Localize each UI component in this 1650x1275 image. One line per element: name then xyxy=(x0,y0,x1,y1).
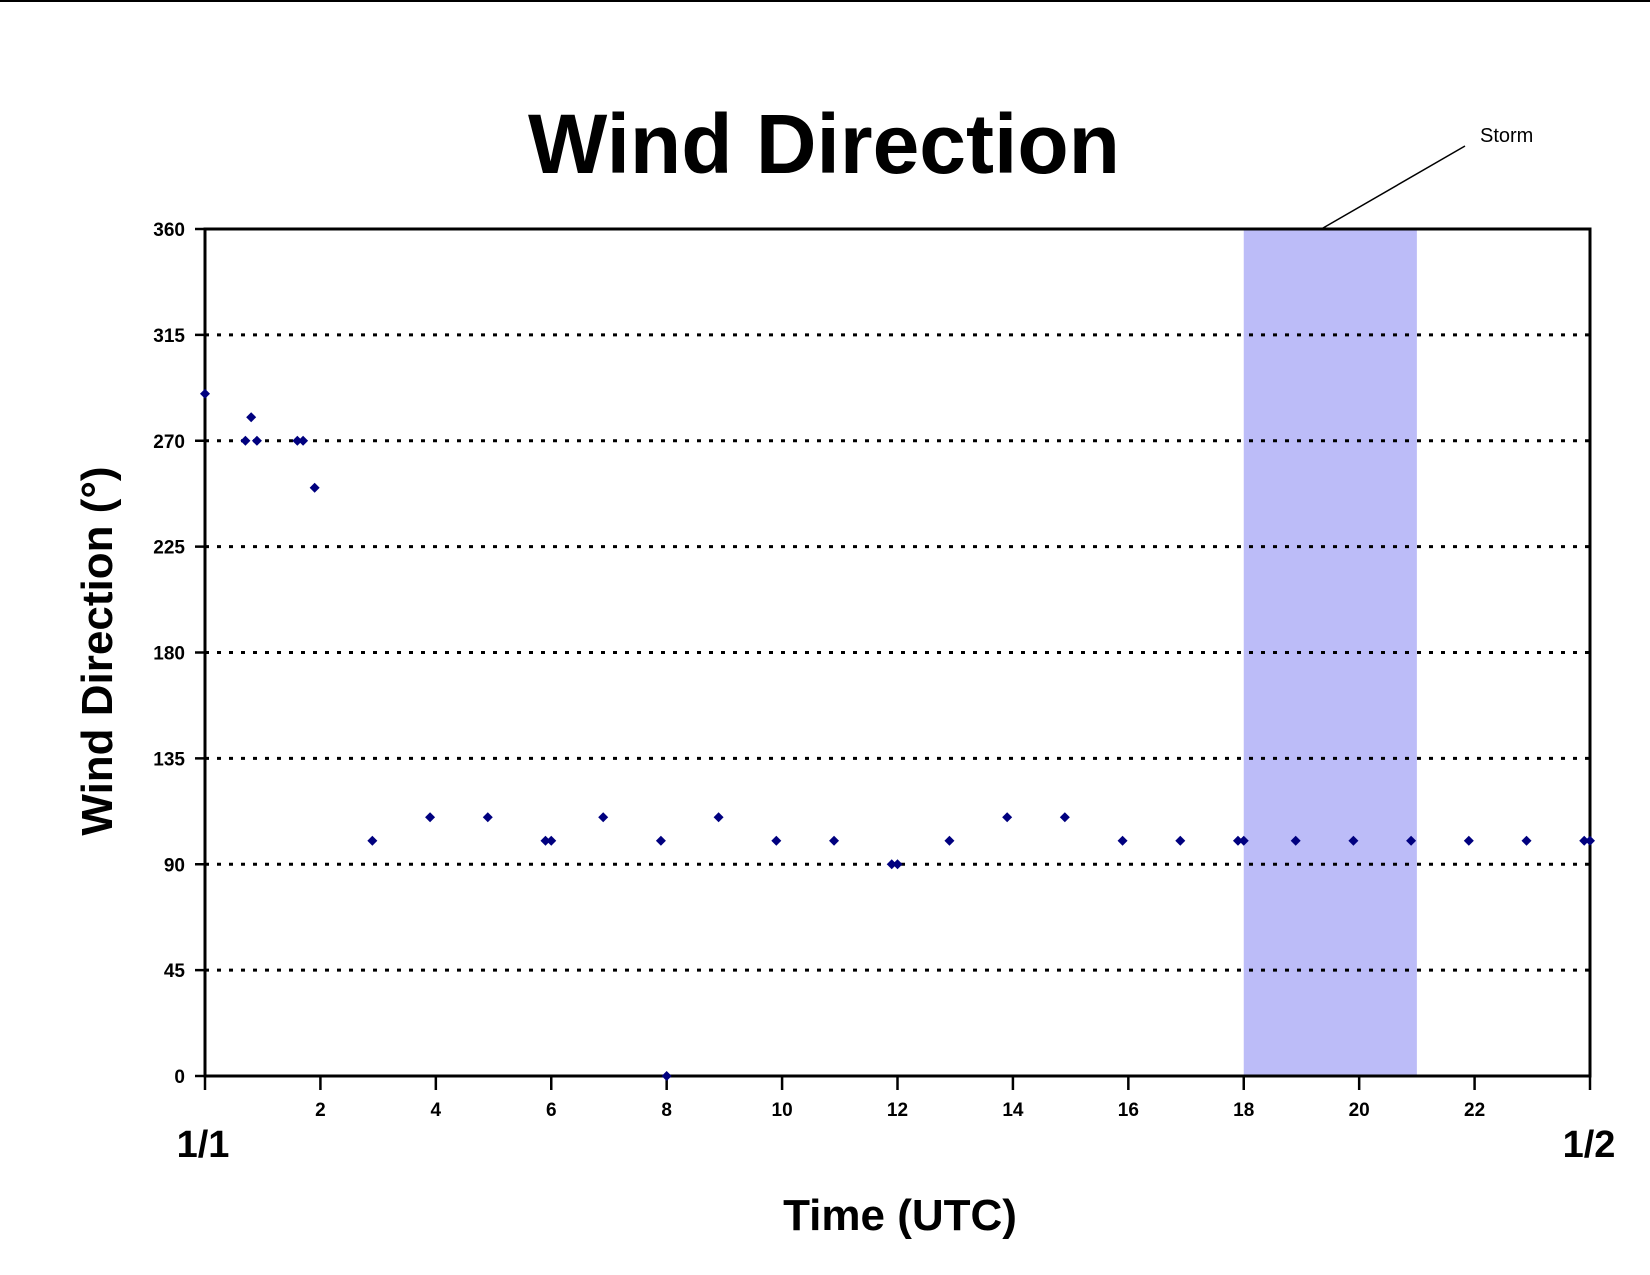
data-point-12 xyxy=(598,812,609,823)
x-tick-label-20: 20 xyxy=(1349,1100,1370,1121)
data-point-29 xyxy=(1406,835,1417,846)
data-point-32 xyxy=(1579,835,1590,846)
data-point-9 xyxy=(482,812,493,823)
data-point-30 xyxy=(1463,835,1474,846)
data-point-13 xyxy=(655,835,666,846)
y-tick-label-135: 135 xyxy=(153,749,185,770)
data-point-26 xyxy=(1238,835,1249,846)
x-tick-label-12: 12 xyxy=(887,1100,908,1121)
x-tick-label-16: 16 xyxy=(1118,1100,1139,1121)
data-point-3 xyxy=(251,435,262,446)
y-axis-title: Wind Direction (°) xyxy=(73,466,122,835)
data-point-18 xyxy=(886,859,897,870)
x-tick-label-10: 10 xyxy=(772,1100,793,1121)
x-tick-label-2: 2 xyxy=(315,1100,326,1121)
data-point-33 xyxy=(1585,835,1595,846)
chart-title: Wind Direction xyxy=(528,97,1120,191)
y-tick-label-180: 180 xyxy=(153,644,185,665)
top-rule xyxy=(0,0,1650,2)
data-point-0 xyxy=(200,388,210,399)
data-point-15 xyxy=(713,812,724,823)
x-tick-label-14: 14 xyxy=(1002,1100,1024,1121)
x-tick-label-4: 4 xyxy=(431,1100,442,1121)
data-point-27 xyxy=(1290,835,1301,846)
y-tick-label-270: 270 xyxy=(153,432,185,453)
start-date-label: 1/1 xyxy=(177,1124,230,1166)
storm-label: Storm xyxy=(1480,125,1533,147)
x-axis-title: Time (UTC) xyxy=(783,1191,1017,1240)
x-tick-label-18: 18 xyxy=(1233,1100,1254,1121)
data-point-1 xyxy=(240,435,251,446)
data-point-24 xyxy=(1175,835,1186,846)
y-tick-label-90: 90 xyxy=(164,855,185,876)
y-tick-label-0: 0 xyxy=(174,1067,185,1088)
y-tick-label-360: 360 xyxy=(153,220,185,241)
y-axis-ticks: 0 45 90 135 180 225 270 315 360 xyxy=(153,220,205,1088)
data-point-10 xyxy=(540,835,551,846)
y-tick-label-315: 315 xyxy=(153,326,185,347)
data-point-22 xyxy=(1059,812,1070,823)
y-tick-label-45: 45 xyxy=(164,961,186,982)
y-tick-label-225: 225 xyxy=(153,538,185,559)
data-point-31 xyxy=(1521,835,1532,846)
x-tick-label-22: 22 xyxy=(1464,1100,1485,1121)
data-points xyxy=(200,388,1595,1081)
data-point-5 xyxy=(298,435,309,446)
data-point-20 xyxy=(944,835,955,846)
end-date-label: 1/2 xyxy=(1563,1124,1616,1166)
storm-callout-line xyxy=(1320,145,1466,230)
data-point-4 xyxy=(292,435,303,446)
data-point-25 xyxy=(1232,835,1243,846)
storm-highlight-layer xyxy=(1243,229,1417,1076)
data-point-17 xyxy=(829,835,840,846)
storm-band xyxy=(1243,229,1417,1076)
data-point-14 xyxy=(661,1071,672,1081)
data-point-11 xyxy=(546,835,557,846)
data-point-7 xyxy=(367,835,378,846)
data-point-23 xyxy=(1117,835,1128,846)
data-point-19 xyxy=(892,859,903,870)
data-point-16 xyxy=(771,835,782,846)
x-tick-label-8: 8 xyxy=(661,1100,672,1121)
x-axis-ticks: 2 4 6 8 10 12 14 16 18 20 22 xyxy=(203,1076,1592,1121)
data-point-8 xyxy=(425,812,436,823)
data-point-28 xyxy=(1348,835,1359,846)
data-point-21 xyxy=(1002,812,1013,823)
data-point-2 xyxy=(246,412,257,423)
gridlines xyxy=(205,333,1590,972)
x-tick-label-6: 6 xyxy=(546,1100,557,1121)
data-point-6 xyxy=(309,482,320,493)
